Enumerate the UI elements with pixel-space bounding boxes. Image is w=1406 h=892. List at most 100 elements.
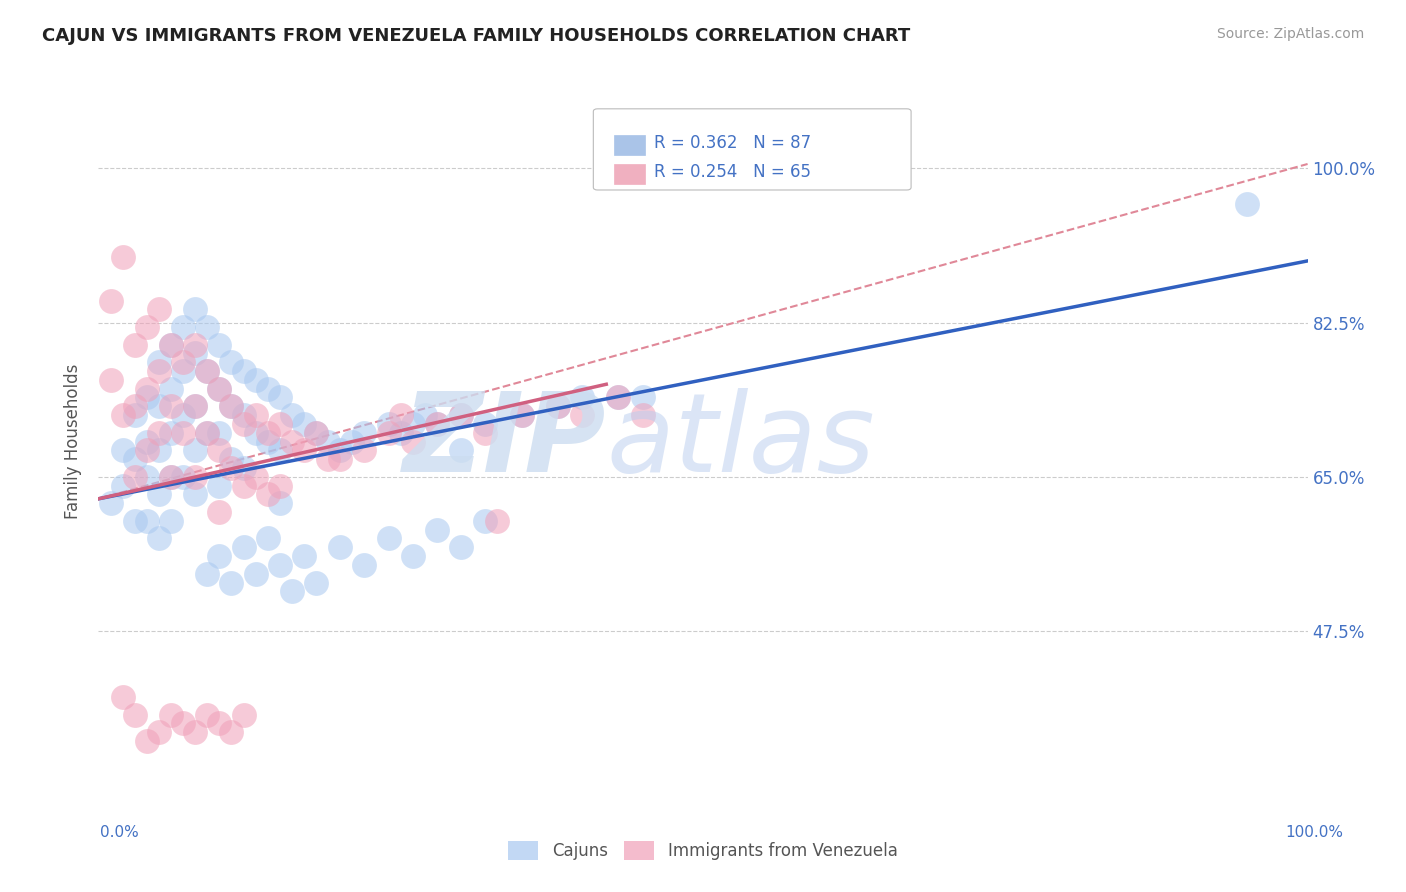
Point [450,541,472,555]
Text: 0.0%: 0.0% [100,825,139,840]
Point [571,391,593,405]
Point [281,434,304,449]
Text: Source: ZipAtlas.com: Source: ZipAtlas.com [1216,27,1364,41]
Point [208,425,231,440]
Point [184,470,207,484]
Point [195,364,218,378]
Point [160,707,183,722]
Point [292,443,315,458]
Point [208,337,231,351]
Point [135,514,157,528]
Point [377,425,399,440]
Point [160,399,183,413]
Point [100,373,122,387]
Point [124,470,146,484]
Point [160,470,183,484]
Point [510,408,533,422]
Point [135,734,157,748]
Text: R = 0.254   N = 65: R = 0.254 N = 65 [654,163,811,181]
Point [195,320,218,334]
Point [111,250,134,264]
Point [547,399,569,413]
Point [256,425,278,440]
Point [329,541,352,555]
Point [124,337,146,351]
Point [377,532,399,546]
Point [426,417,449,431]
Point [474,514,496,528]
Point [402,549,425,563]
Point [184,337,207,351]
Point [148,532,170,546]
Point [148,399,170,413]
Point [148,487,170,501]
Point [148,443,170,458]
Point [269,443,291,458]
Point [160,425,183,440]
Point [329,452,352,467]
Point [607,391,630,405]
Point [269,391,291,405]
Point [195,566,218,581]
Point [195,425,218,440]
Point [269,496,291,510]
Point [124,452,146,467]
Point [256,382,278,396]
Point [353,425,375,440]
Point [377,417,399,431]
Point [124,408,146,422]
Point [256,434,278,449]
Point [389,425,412,440]
Point [221,452,243,467]
Point [232,478,254,492]
Point [160,514,183,528]
Point [111,408,134,422]
Point [124,514,146,528]
Point [292,417,315,431]
Point [148,364,170,378]
Point [413,408,436,422]
Point [402,434,425,449]
Point [256,532,278,546]
Text: ZIP: ZIP [402,388,606,495]
Point [269,478,291,492]
Point [195,707,218,722]
Point [160,382,183,396]
Point [474,425,496,440]
Point [281,408,304,422]
Point [631,408,654,422]
Point [208,382,231,396]
Point [148,302,170,317]
Point [172,364,194,378]
Point [631,391,654,405]
Point [353,558,375,572]
Point [111,690,134,704]
Point [342,434,364,449]
Point [172,408,194,422]
Point [245,470,267,484]
Point [160,337,183,351]
Point [450,443,472,458]
Point [486,514,509,528]
Point [208,505,231,519]
Point [232,541,254,555]
Point [232,364,254,378]
Point [208,478,231,492]
Point [232,461,254,475]
Point [292,549,315,563]
Point [256,487,278,501]
Text: 100.0%: 100.0% [1285,825,1344,840]
Point [124,399,146,413]
Point [184,399,207,413]
Point [402,417,425,431]
Point [607,391,630,405]
Point [426,523,449,537]
Point [148,425,170,440]
Point [221,725,243,739]
Point [172,716,194,731]
Point [329,443,352,458]
Point [184,399,207,413]
Point [135,382,157,396]
Point [184,443,207,458]
Point [100,496,122,510]
